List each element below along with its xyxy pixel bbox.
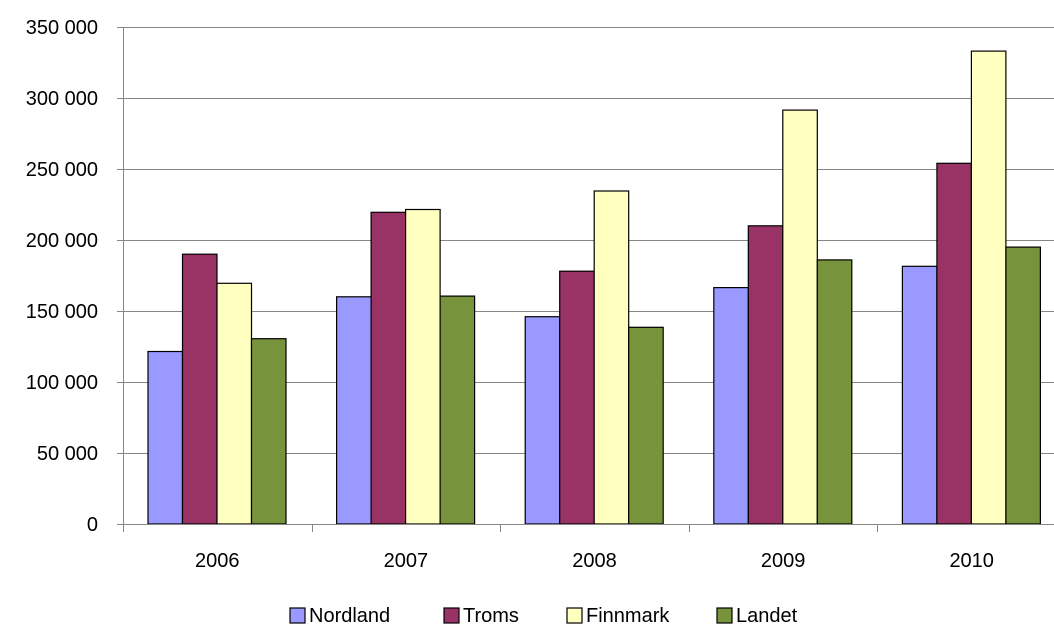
x-tick-label: 2008 bbox=[572, 550, 617, 572]
x-tick-label: 2007 bbox=[384, 550, 429, 572]
bar-troms-2009 bbox=[747, 225, 784, 525]
y-tick-labels: 0 50 000 100 000 150 000 200 000 250 000 300 0… bbox=[26, 17, 98, 536]
bars bbox=[147, 50, 1042, 525]
x-tick-label: 2006 bbox=[195, 550, 240, 572]
bar-troms-2010 bbox=[936, 162, 973, 525]
legend-swatch-nordland bbox=[289, 607, 306, 624]
legend-label-nordland: Nordland bbox=[309, 605, 390, 626]
bar-nordland-2009 bbox=[713, 287, 749, 525]
y-tick-label: 0 bbox=[87, 514, 98, 536]
bar-nordland-2010 bbox=[901, 265, 938, 525]
axes bbox=[117, 27, 1054, 532]
bar-landet-2008 bbox=[628, 326, 664, 525]
bar-nordland-2007 bbox=[336, 296, 372, 525]
bar-troms-2007 bbox=[370, 211, 407, 525]
bar-finnmark-2010 bbox=[970, 50, 1007, 525]
legend: Nordland Troms Finnmark Landet bbox=[289, 605, 798, 626]
bar-finnmark-2009 bbox=[782, 109, 818, 525]
bar-nordland-2008 bbox=[524, 316, 561, 525]
bar-landet-2009 bbox=[816, 259, 853, 525]
legend-swatch-troms bbox=[443, 607, 460, 624]
y-tick-label: 50 000 bbox=[37, 443, 98, 465]
legend-label-troms: Troms bbox=[463, 605, 519, 626]
bar-nordland-2006 bbox=[147, 350, 184, 525]
bar-landet-2010 bbox=[1005, 246, 1042, 525]
bar-landet-2007 bbox=[439, 295, 476, 525]
bar-troms-2008 bbox=[559, 270, 595, 525]
y-tick-label: 350 000 bbox=[26, 17, 98, 39]
legend-swatch-landet bbox=[716, 607, 733, 624]
x-tick-label: 2009 bbox=[761, 550, 806, 572]
x-tick-labels: 2006 2007 2008 2009 2010 bbox=[195, 550, 994, 572]
bar-troms-2006 bbox=[181, 253, 218, 525]
y-tick-label: 100 000 bbox=[26, 372, 98, 394]
x-tick-label: 2010 bbox=[949, 550, 994, 572]
bar-finnmark-2006 bbox=[216, 282, 253, 525]
bar-finnmark-2008 bbox=[593, 190, 630, 525]
bar-finnmark-2007 bbox=[405, 208, 441, 525]
y-tick-label: 250 000 bbox=[26, 159, 98, 181]
legend-label-landet: Landet bbox=[736, 605, 798, 626]
y-tick-label: 150 000 bbox=[26, 301, 98, 323]
y-tick-label: 300 000 bbox=[26, 88, 98, 110]
legend-label-finnmark: Finnmark bbox=[586, 605, 670, 626]
y-tick-label: 200 000 bbox=[26, 230, 98, 252]
bar-landet-2006 bbox=[250, 338, 287, 525]
legend-swatch-finnmark bbox=[566, 607, 583, 624]
